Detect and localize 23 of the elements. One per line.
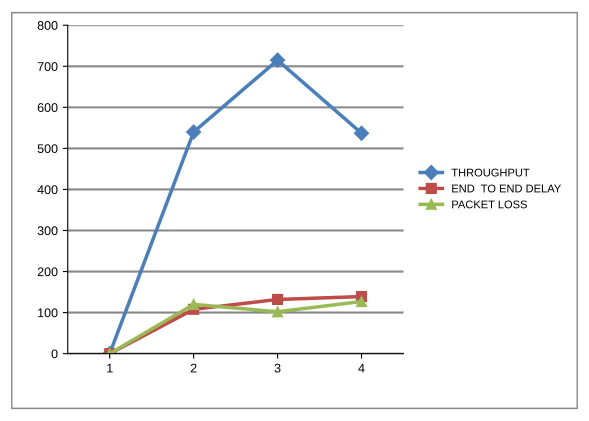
y-tick-label: 0	[52, 349, 58, 358]
legend-label: THROUGHPUT	[452, 168, 530, 177]
y-tick-label: 600	[38, 103, 58, 112]
y-tick-label: 500	[38, 144, 58, 154]
y-tick-label: 700	[38, 62, 58, 71]
legend-label: END TO END DELAY	[452, 184, 561, 192]
point	[354, 126, 370, 141]
y-tick-label: 300	[38, 226, 58, 236]
x-tick-label: 2	[190, 364, 196, 372]
y-tick-label: 400	[37, 185, 58, 194]
y-tick-label: 800	[38, 21, 58, 30]
y-tick-label: 200	[38, 267, 58, 276]
point	[188, 298, 200, 310]
point	[272, 306, 284, 318]
point	[272, 294, 284, 306]
point	[186, 124, 202, 140]
x-tick-label: 1	[107, 364, 113, 372]
x-tick-label: 3	[274, 364, 280, 373]
y-tick-label: 100	[38, 308, 58, 318]
point	[270, 52, 286, 68]
point	[356, 296, 368, 308]
x-tick-label: 4	[358, 364, 365, 372]
legend-label: PACKET LOSS	[452, 200, 527, 208]
